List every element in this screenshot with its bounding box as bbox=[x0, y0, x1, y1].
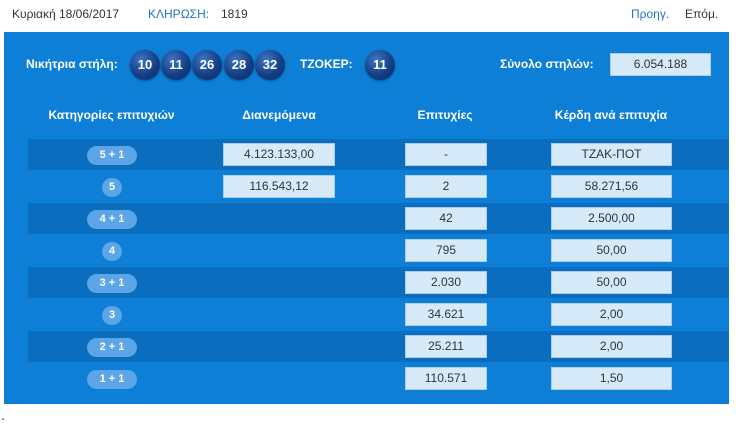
category-pill: 4 bbox=[102, 242, 122, 261]
winners-value: 34.621 bbox=[405, 303, 487, 326]
joker-ball: 11 bbox=[365, 50, 395, 80]
table-row: 1 + 1 110.571 1,50 bbox=[28, 363, 729, 394]
category-pill: 2 + 1 bbox=[87, 338, 137, 357]
table-row: 3 34.621 2,00 bbox=[28, 299, 729, 330]
category-pill: 4 + 1 bbox=[87, 210, 137, 229]
next-draw-link[interactable]: Επόμ. bbox=[685, 7, 719, 21]
corner-dot bbox=[2, 418, 4, 420]
winning-number-ball: 10 bbox=[130, 50, 160, 80]
distributed-value: 116.543,12 bbox=[223, 175, 335, 198]
total-columns-value: 6.054.188 bbox=[610, 53, 711, 76]
total-columns-label: Σύνολο στηλών: bbox=[500, 57, 594, 71]
draw-number: 1819 bbox=[221, 7, 248, 21]
header-categories: Κατηγορίες επιτυχιών bbox=[48, 108, 175, 122]
draw-label: ΚΛΗΡΩΣΗ: bbox=[148, 7, 210, 21]
winners-value: 2 bbox=[405, 175, 487, 198]
header-prize-per-winner: Κέρδη ανά επιτυχία bbox=[554, 108, 668, 122]
prize-value: 2,00 bbox=[551, 335, 672, 358]
winners-value: - bbox=[405, 143, 487, 166]
winners-value: 110.571 bbox=[405, 367, 487, 390]
header-winners: Επιτυχίες bbox=[417, 108, 473, 122]
previous-draw-link[interactable]: Προηγ. bbox=[631, 7, 670, 21]
distributed-value: 4.123.133,00 bbox=[223, 143, 335, 166]
prize-value: 2.500,00 bbox=[551, 207, 672, 230]
winning-column-label: Νικήτρια στήλη: bbox=[26, 57, 118, 71]
header-distributed: Διανεμόμενα bbox=[242, 108, 316, 122]
prize-value: 50,00 bbox=[551, 271, 672, 294]
table-row: 2 + 1 25.211 2,00 bbox=[28, 331, 729, 362]
winners-value: 42 bbox=[405, 207, 487, 230]
prize-value: ΤΖΑΚ-ΠΟΤ bbox=[551, 143, 672, 166]
results-panel: Νικήτρια στήλη: 10 11 26 28 32 ΤΖΟΚΕΡ: 1… bbox=[4, 32, 729, 404]
prize-value: 2,00 bbox=[551, 303, 672, 326]
draw-date: Κυριακή 18/06/2017 bbox=[12, 7, 120, 21]
prize-value: 1,50 bbox=[551, 367, 672, 390]
category-pill: 1 + 1 bbox=[87, 370, 137, 389]
winners-value: 25.211 bbox=[405, 335, 487, 358]
winning-number-ball: 11 bbox=[161, 50, 191, 80]
winners-value: 795 bbox=[405, 239, 487, 262]
joker-label: ΤΖΟΚΕΡ: bbox=[300, 57, 353, 71]
category-pill: 3 bbox=[102, 306, 122, 325]
top-bar: Κυριακή 18/06/2017 ΚΛΗΡΩΣΗ: 1819 Προηγ. … bbox=[0, 0, 736, 30]
winning-number-ball: 32 bbox=[255, 50, 285, 80]
table-row: 5 + 1 4.123.133,00 - ΤΖΑΚ-ΠΟΤ bbox=[28, 139, 729, 170]
category-pill: 5 + 1 bbox=[87, 146, 137, 165]
category-pill: 5 bbox=[102, 178, 122, 197]
table-row: 4 + 1 42 2.500,00 bbox=[28, 203, 729, 234]
prize-value: 58.271,56 bbox=[551, 175, 672, 198]
winning-number-ball: 26 bbox=[192, 50, 222, 80]
category-pill: 3 + 1 bbox=[87, 274, 137, 293]
winning-number-ball: 28 bbox=[224, 50, 254, 80]
prize-value: 50,00 bbox=[551, 239, 672, 262]
table-row: 3 + 1 2.030 50,00 bbox=[28, 267, 729, 298]
table-row: 5 116.543,12 2 58.271,56 bbox=[28, 171, 729, 202]
winners-value: 2.030 bbox=[405, 271, 487, 294]
table-row: 4 795 50,00 bbox=[28, 235, 729, 266]
